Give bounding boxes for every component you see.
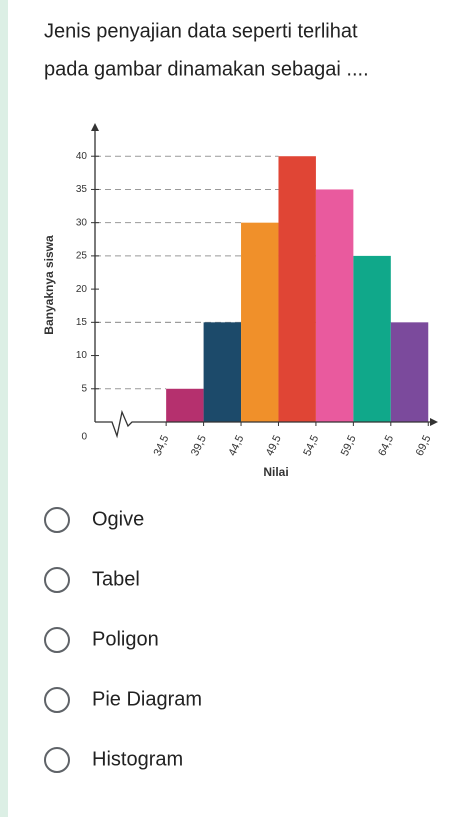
bar <box>315 189 354 422</box>
x-axis <box>95 409 432 439</box>
option-label[interactable]: Histogram <box>92 748 183 770</box>
y-tick-label: 0 <box>81 432 87 443</box>
y-tick-label: 15 <box>76 317 88 328</box>
x-tick-label: 69,5 <box>414 433 434 457</box>
bar <box>166 388 204 422</box>
y-axis-arrow <box>91 123 99 131</box>
question-line: Jenis penyajian data seperti terlihat <box>44 20 358 42</box>
side-strip <box>0 0 8 817</box>
option-label[interactable]: Poligon <box>92 628 159 650</box>
x-tick-label: 64,5 <box>376 433 396 457</box>
y-tick-label: 30 <box>76 217 88 228</box>
option-label[interactable]: Tabel <box>92 568 140 590</box>
y-tick-label: 25 <box>76 251 88 262</box>
x-tick-label: 59,5 <box>339 433 359 457</box>
chart: 0 5 10 15 20 25 30 35 40 34,5 39,5 44,5 49,5 54,5 59,5… <box>42 123 438 479</box>
radio-button[interactable] <box>44 687 70 713</box>
radio-button[interactable] <box>44 507 70 533</box>
question-line: pada gambar dinamakan sebagai .... <box>44 58 369 80</box>
y-tick-label: 10 <box>76 350 88 361</box>
bar <box>390 322 429 422</box>
x-tick-label: 34,5 <box>152 433 172 457</box>
bar <box>353 255 391 422</box>
option-label[interactable]: Pie Diagram <box>92 688 202 710</box>
x-tick-label: 49,5 <box>264 433 284 457</box>
y-tick-label: 5 <box>81 383 87 394</box>
x-axis-label: Nilai <box>263 465 288 479</box>
bar <box>241 222 279 422</box>
radio-button[interactable] <box>44 567 70 593</box>
radio-button[interactable] <box>44 627 70 653</box>
y-tick-label: 20 <box>76 284 88 295</box>
y-tick-label: 40 <box>76 151 88 162</box>
bar <box>278 156 316 422</box>
y-tick-label: 35 <box>76 184 88 195</box>
y-axis-label: Banyaknya siswa <box>42 235 56 335</box>
x-tick-label: 39,5 <box>189 433 209 457</box>
x-axis-arrow <box>430 418 438 426</box>
options: Ogive Tabel Poligon Pie Diagram Histogram <box>44 507 202 773</box>
radio-button[interactable] <box>44 747 70 773</box>
bar <box>203 322 242 422</box>
x-tick-label: 44,5 <box>226 433 246 457</box>
x-tick-label: 54,5 <box>301 433 321 457</box>
option-label[interactable]: Ogive <box>92 508 144 530</box>
